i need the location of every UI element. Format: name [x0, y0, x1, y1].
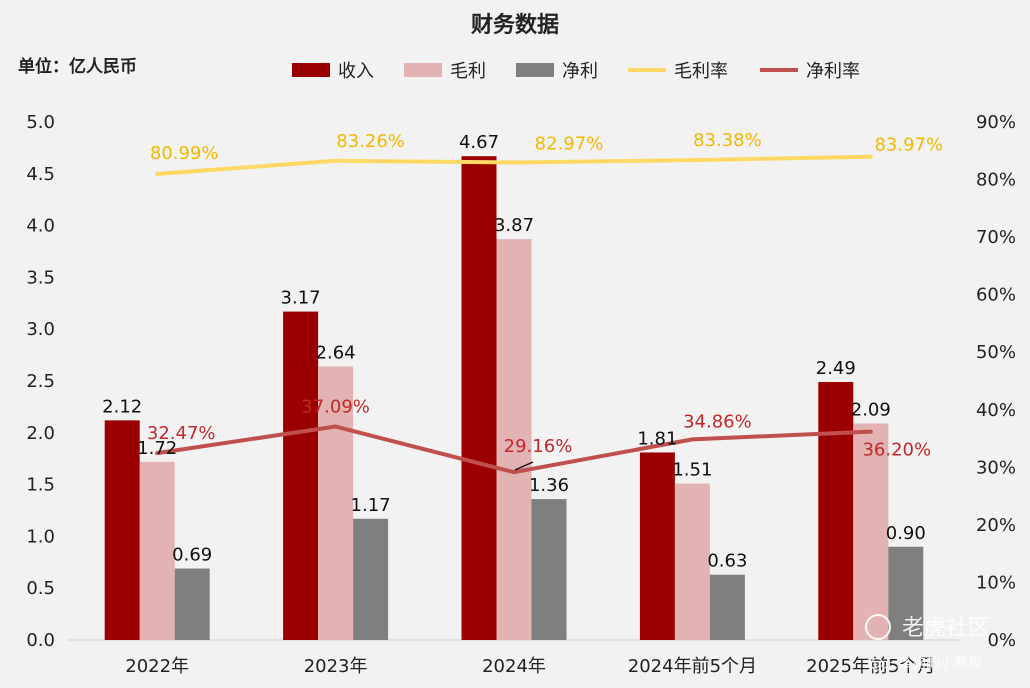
label-leader-line: [514, 461, 534, 471]
gross-margin-label: 82.97%: [535, 133, 604, 154]
net-margin-label: 37.09%: [301, 397, 370, 418]
right-tick-label: 10%: [976, 572, 1016, 593]
bar-value-label: 1.72: [137, 438, 177, 459]
category-label: 2022年: [125, 656, 189, 677]
legend-swatch: [292, 63, 330, 77]
category-label: 2023年: [304, 656, 368, 677]
bar-value-label: 0.63: [707, 551, 747, 572]
right-tick-label: 40%: [976, 400, 1016, 421]
left-tick-label: 5.0: [26, 112, 55, 133]
bar-value-label: 1.81: [637, 428, 677, 449]
right-tick-label: 80%: [976, 170, 1016, 191]
left-tick-label: 4.5: [26, 164, 55, 185]
net-margin-line: [155, 424, 873, 475]
legend-label: 净利率: [806, 61, 860, 82]
right-tick-label: 20%: [976, 515, 1016, 536]
bar-revenue: [104, 420, 140, 640]
watermark-brand: 老虎社区: [902, 616, 990, 641]
bar-gross-profit: [139, 461, 175, 640]
net-margin-label: 32.47%: [147, 423, 216, 444]
bar-value-label: 1.36: [529, 475, 569, 496]
net-margin-label: 29.16%: [504, 436, 573, 457]
left-tick-label: 2.0: [26, 423, 55, 444]
left-tick-label: 1.0: [26, 526, 55, 547]
bar-value-label: 2.12: [102, 396, 142, 417]
left-tick-label: 3.5: [26, 267, 55, 288]
left-tick-label: 0.0: [26, 630, 55, 651]
legend-label: 毛利: [450, 61, 486, 82]
watermark: 老虎社区 @三条狗的小熊猫: [865, 614, 990, 672]
category-label: 2024年前5个月: [628, 656, 757, 677]
data-labels: 2.12 3.17 4.67 1.81 2.49 1.72 2.64 3.87 1.51 2.09…: [102, 130, 943, 572]
left-tick-label: 2.5: [26, 371, 55, 392]
gross-margin-line: [155, 154, 873, 176]
bar-gross-profit: [496, 239, 532, 640]
chart-title: 财务数据: [471, 12, 559, 38]
left-tick-label: 3.0: [26, 319, 55, 340]
bar-value-label: 3.17: [281, 288, 321, 309]
bar-net-profit: [888, 546, 924, 640]
legend-swatch: [404, 63, 442, 77]
right-tick-label: 70%: [976, 227, 1016, 248]
right-tick-label: 50%: [976, 342, 1016, 363]
left-tick-label: 4.0: [26, 216, 55, 237]
bars: [104, 156, 924, 641]
bar-value-label: 1.17: [351, 495, 391, 516]
bar-value-label: 0.69: [172, 545, 212, 566]
watermark-user: @三条狗的小熊猫: [870, 655, 982, 672]
right-tick-label: 90%: [976, 112, 1016, 133]
bar-value-label: 3.87: [494, 215, 534, 236]
gross-margin-label: 83.97%: [874, 135, 943, 156]
legend-swatch: [516, 63, 554, 77]
net-margin-label: 36.20%: [862, 440, 931, 461]
axes: 0.0 0.5 1.0 1.5 2.0 2.5 3.0 3.5 4.0 4.5 5.0 0% 10% 20…: [26, 112, 1016, 677]
bar-revenue: [283, 311, 319, 640]
right-tick-label: 0%: [987, 630, 1016, 651]
category-label: 2025年前5个月: [806, 656, 935, 677]
right-tick-label: 60%: [976, 285, 1016, 306]
bar-net-profit: [531, 499, 567, 640]
left-tick-label: 0.5: [26, 578, 55, 599]
gross-margin-label: 83.38%: [693, 130, 762, 151]
gross-margin-label: 80.99%: [150, 143, 219, 164]
bar-gross-profit: [674, 483, 710, 640]
right-tick-label: 30%: [976, 457, 1016, 478]
bar-net-profit: [174, 568, 210, 640]
legend-label: 净利: [562, 61, 598, 82]
bar-value-label: 0.90: [886, 523, 926, 544]
bar-revenue: [461, 156, 497, 641]
gross-margin-label: 83.26%: [336, 131, 405, 152]
lines: [155, 154, 873, 475]
left-tick-label: 1.5: [26, 475, 55, 496]
legend: 收入 毛利 净利 毛利率 净利率: [292, 61, 860, 82]
bar-revenue: [639, 452, 675, 640]
bar-value-label: 2.64: [316, 342, 356, 363]
watermark-logo-icon: [865, 614, 891, 640]
unit-label: 单位：亿人民币: [18, 56, 137, 77]
bar-value-label: 4.67: [459, 132, 499, 153]
bar-value-label: 2.49: [816, 358, 856, 379]
bar-net-profit: [709, 574, 745, 640]
bar-value-label: 1.51: [672, 460, 712, 481]
bar-gross-profit: [318, 366, 354, 640]
net-margin-label: 34.86%: [683, 411, 752, 432]
category-label: 2024年: [482, 656, 546, 677]
legend-label: 毛利率: [674, 61, 728, 82]
bar-net-profit: [353, 518, 389, 640]
bar-revenue: [818, 382, 854, 640]
bar-gross-profit: [853, 423, 889, 640]
legend-label: 收入: [338, 61, 374, 82]
bar-value-label: 2.09: [851, 399, 891, 420]
